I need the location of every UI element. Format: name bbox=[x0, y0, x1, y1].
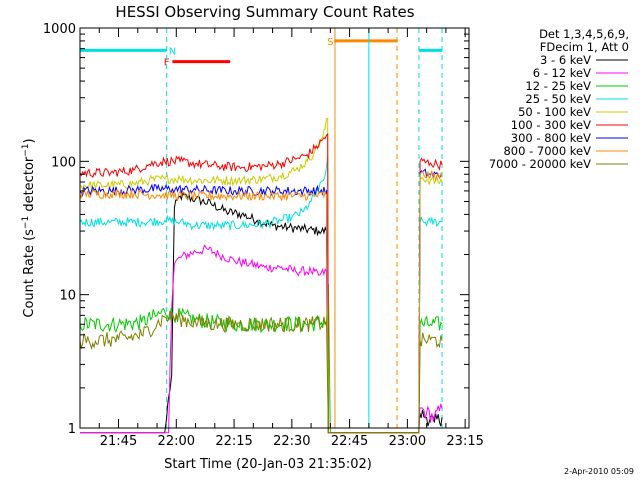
x-tick-label: 22:00 bbox=[158, 434, 195, 449]
y-axis-label-part: ) bbox=[22, 138, 37, 143]
flag-label-S: S bbox=[327, 37, 333, 48]
x-tick-label: 23:15 bbox=[446, 434, 483, 449]
legend-entry-label: 7000 - 20000 keV bbox=[489, 157, 591, 171]
legend-entry-label: 800 - 7000 keV bbox=[503, 144, 591, 158]
legend-header-line: Det 1,3,4,5,6,9, bbox=[539, 27, 629, 41]
series-line-6 bbox=[79, 132, 443, 434]
y-axis-label-exponent: −1 bbox=[21, 216, 31, 229]
x-tick-label: 22:15 bbox=[215, 434, 252, 449]
flag-label-F: F bbox=[164, 58, 170, 69]
x-tick-label: 21:45 bbox=[100, 434, 137, 449]
legend-entry-label: 100 - 300 keV bbox=[511, 118, 591, 132]
legend-entry-label: 6 - 12 keV bbox=[533, 66, 591, 80]
legend: Det 1,3,4,5,6,9, FDecim 1, Att 0 3 - 6 k… bbox=[489, 27, 629, 171]
x-tick-label: 22:30 bbox=[273, 434, 310, 449]
y-tick-label: 1000 bbox=[43, 22, 76, 37]
legend-header-line: FDecim 1, Att 0 bbox=[540, 40, 629, 54]
series-line-1 bbox=[80, 191, 443, 434]
x-tick-label: 22:45 bbox=[331, 434, 368, 449]
plot-frame bbox=[79, 27, 470, 429]
y-tick-label: 100 bbox=[51, 155, 76, 170]
legend-entry-label: 3 - 6 keV bbox=[540, 53, 591, 67]
series-line-4 bbox=[79, 155, 443, 434]
series-line-2 bbox=[80, 243, 443, 434]
series-layer bbox=[79, 117, 443, 434]
series-line-9 bbox=[79, 310, 443, 434]
series-line-8 bbox=[79, 169, 443, 434]
vertical-lines bbox=[79, 28, 443, 428]
x-axis: 21:45 22:00 22:15 22:30 22:45 23:00 23:15 bbox=[79, 28, 484, 449]
y-axis-label-part: Count Rate (s bbox=[22, 229, 37, 318]
flag-layer: NF S bbox=[80, 37, 443, 69]
y-axis-label: Count Rate (s−1 detector−1) bbox=[21, 138, 37, 317]
flag-label-N: N bbox=[169, 46, 176, 57]
render-timestamp: 2-Apr-2010 05:09 bbox=[564, 467, 634, 476]
legend-entry-label: 50 - 100 keV bbox=[518, 105, 591, 119]
y-axis-label-part: detector bbox=[22, 156, 37, 216]
x-tick-label: 23:00 bbox=[389, 434, 426, 449]
y-axis: 1 10 100 1000 bbox=[43, 22, 469, 437]
legend-entry-label: 12 - 25 keV bbox=[525, 79, 591, 93]
series-line-5 bbox=[79, 117, 443, 434]
y-axis-label-exponent: −1 bbox=[21, 143, 31, 156]
x-axis-label: Start Time (20-Jan-03 21:35:02) bbox=[164, 457, 372, 472]
y-tick-label: 1 bbox=[68, 422, 76, 437]
legend-entry-label: 25 - 50 keV bbox=[525, 92, 591, 106]
series-line-7 bbox=[79, 168, 443, 434]
chart-title: HESSI Observing Summary Count Rates bbox=[115, 3, 414, 21]
y-tick-label: 10 bbox=[59, 289, 76, 304]
legend-entry-label: 300 - 800 keV bbox=[511, 131, 591, 145]
series-line-3 bbox=[79, 284, 443, 434]
